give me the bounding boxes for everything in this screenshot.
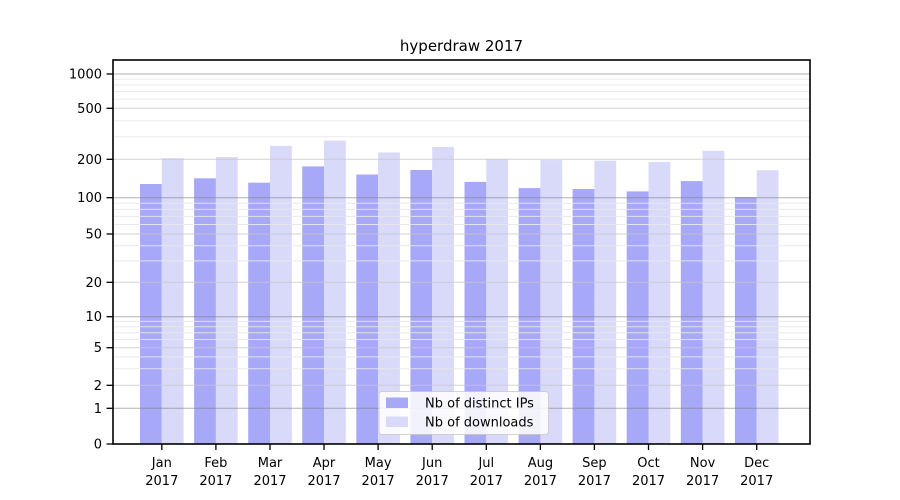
- y-tick-label: 1000: [69, 68, 102, 83]
- bar-apr-downloads: [324, 140, 346, 445]
- y-tick-label: 200: [77, 153, 102, 168]
- bar-sep-downloads: [594, 160, 617, 445]
- y-tick-label: 5: [94, 341, 102, 356]
- y-tick-label: 20: [85, 276, 102, 291]
- legend-box: [378, 391, 549, 435]
- x-tick-label: Sep 2017: [578, 456, 611, 489]
- x-tick-label: Jan 2017: [145, 456, 178, 489]
- bar-aug-downloads: [540, 160, 563, 445]
- y-tick-label: 500: [77, 102, 102, 117]
- bar-feb-downloads: [215, 157, 238, 445]
- x-tick-label: Nov 2017: [686, 456, 719, 489]
- legend-swatch-downloads: [386, 416, 408, 427]
- chart-title: hyperdraw 2017: [400, 37, 523, 55]
- bar-jan-distinct-ips: [140, 184, 162, 445]
- bar-may-downloads: [378, 152, 400, 445]
- x-tick-label: Oct 2017: [632, 456, 665, 489]
- bar-feb-distinct-ips: [194, 178, 216, 445]
- bar-dec-distinct-ips: [734, 197, 757, 445]
- y-tick-label: 10: [85, 310, 102, 325]
- plot-border: [112, 59, 811, 445]
- bar-jul-downloads: [486, 159, 509, 445]
- bar-apr-distinct-ips: [302, 166, 324, 445]
- x-tick-label: Apr 2017: [307, 456, 340, 489]
- bar-nov-downloads: [702, 150, 725, 445]
- bar-mar-distinct-ips: [248, 182, 270, 445]
- legend-label-distinct-ips: Nb of distinct IPs: [425, 397, 534, 412]
- x-tick-label: Aug 2017: [524, 456, 557, 489]
- bar-jul-distinct-ips: [464, 181, 487, 445]
- legend-swatch-distinct-ips: [386, 397, 408, 408]
- x-tick-label: Jun 2017: [416, 456, 449, 489]
- bar-jun-downloads: [432, 146, 454, 445]
- bar-dec-downloads: [756, 170, 779, 445]
- bar-oct-downloads: [648, 162, 671, 445]
- y-tick-label: 2: [94, 379, 102, 394]
- x-tick-label: Dec 2017: [740, 456, 773, 489]
- bar-nov-distinct-ips: [680, 181, 703, 445]
- legend: Nb of distinct IPs Nb of downloads: [378, 391, 549, 435]
- bar-jan-downloads: [161, 158, 184, 445]
- legend-label-downloads: Nb of downloads: [425, 416, 534, 431]
- x-tick-label: Jul 2017: [470, 456, 503, 489]
- x-tick-label: Mar 2017: [253, 456, 286, 489]
- bar-jun-distinct-ips: [410, 170, 433, 445]
- y-tick-label: 100: [77, 191, 102, 206]
- x-tick-label: May 2017: [362, 456, 395, 489]
- y-tick-label: 0: [94, 438, 102, 453]
- y-tick-label: 1: [94, 402, 102, 417]
- axes-group: 0 1 2 5 10 20 50 100 200 500 1000 Jan 2017 Feb 2017 Mar…: [69, 59, 811, 489]
- gridlines-group: [113, 73, 810, 409]
- bar-mar-downloads: [270, 145, 292, 445]
- x-tick-label: Feb 2017: [199, 456, 232, 489]
- y-tick-label: 50: [85, 228, 102, 243]
- bar-oct-distinct-ips: [626, 191, 649, 445]
- bar-may-distinct-ips: [356, 174, 379, 445]
